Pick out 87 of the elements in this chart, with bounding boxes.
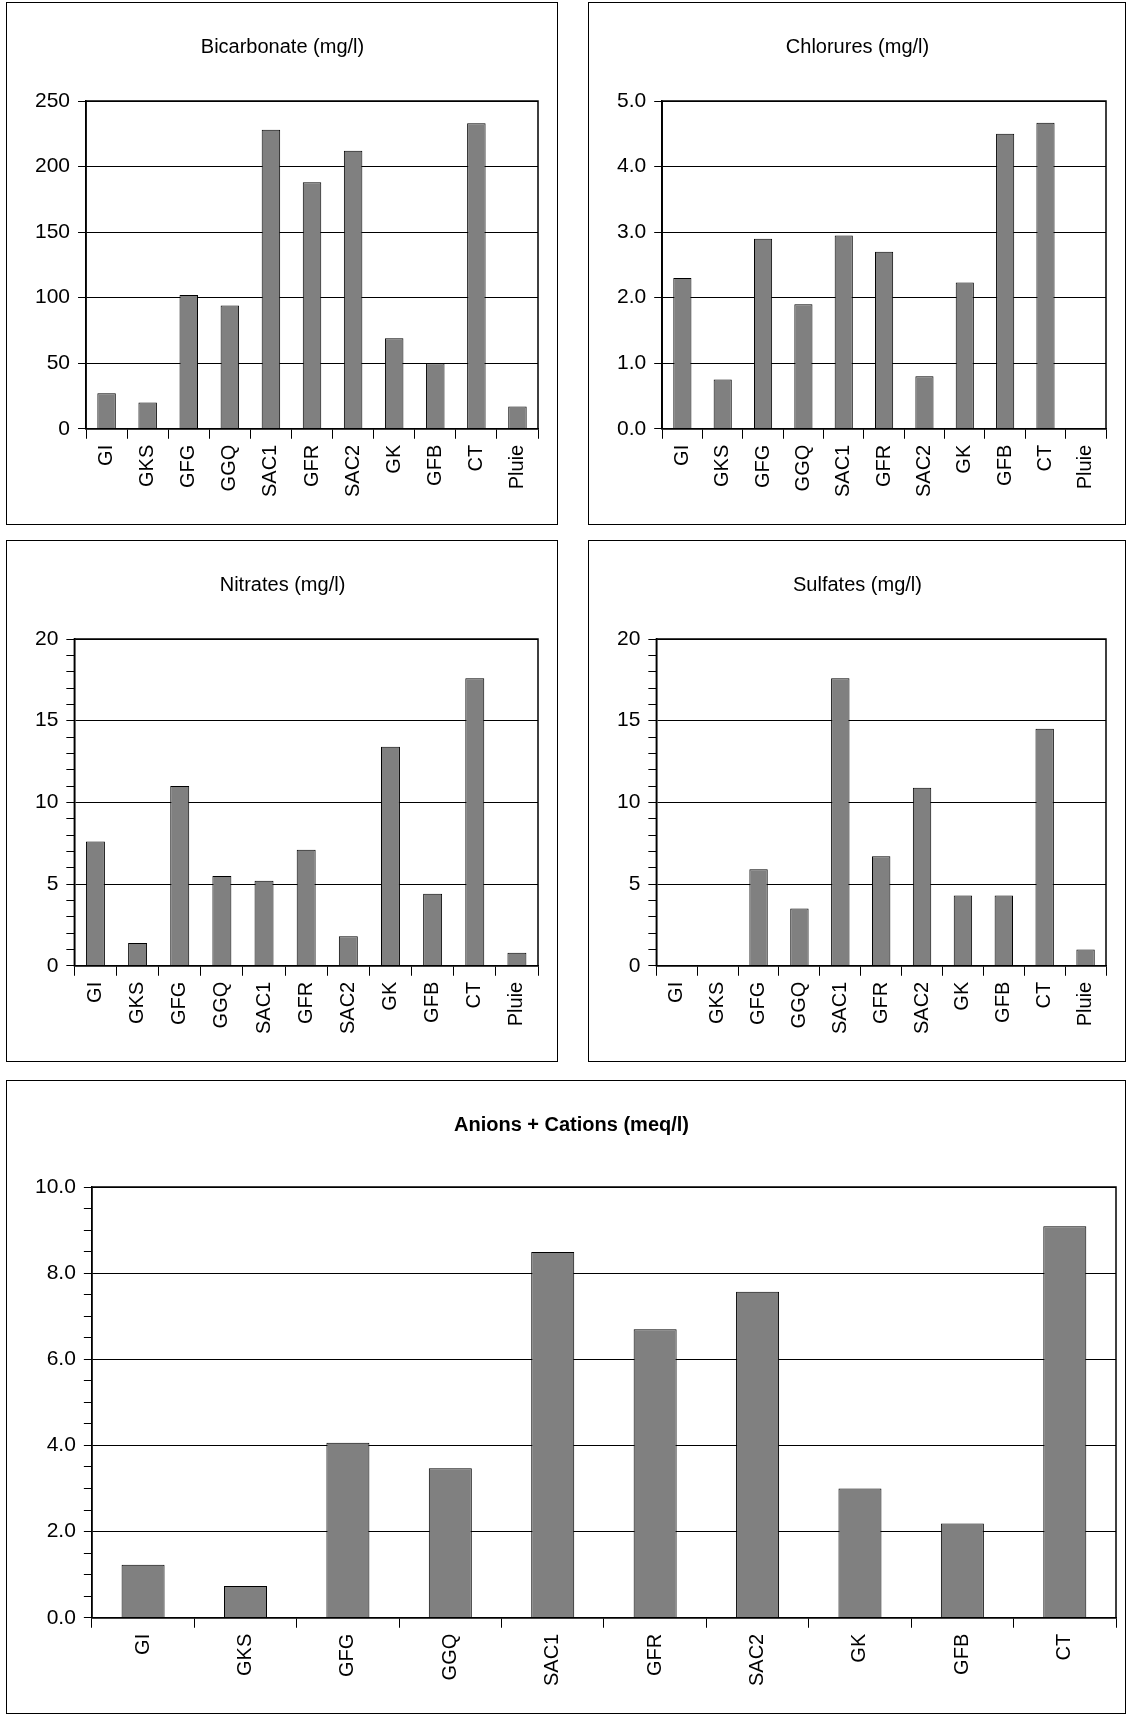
x-tick-label: SAC2 <box>745 1633 768 1686</box>
x-tick-label: CT <box>1033 444 1055 472</box>
x-tick-label: SAC2 <box>340 444 363 497</box>
y-tick-label: 10 <box>35 789 59 813</box>
y-tick-label: 0.0 <box>616 415 647 439</box>
x-tick-label: GKS <box>135 444 158 487</box>
x-tick-label: GFG <box>167 981 190 1026</box>
x-tick-label: GFG <box>176 444 199 489</box>
x-tick-label: GFB <box>949 1633 972 1675</box>
x-tick-label: GFR <box>871 444 894 487</box>
y-tick-label: 0 <box>628 952 641 976</box>
x-tick-label: CT <box>1052 1633 1075 1661</box>
chart-title: Bicarbonate (mg/l) <box>200 34 365 57</box>
y-tick-label: 5 <box>46 870 59 894</box>
x-tick-label: GK <box>381 444 404 474</box>
y-tick-label: 4.0 <box>46 1432 76 1456</box>
y-tick-label: 5.0 <box>616 87 647 111</box>
y-tick-label: 1.0 <box>616 350 647 373</box>
x-tick-label: GFR <box>868 981 891 1024</box>
x-tick-label: Pluie <box>1073 444 1096 490</box>
x-tick-label: GI <box>130 1633 153 1655</box>
x-tick-label: GI <box>82 981 105 1003</box>
x-tick-label: GI <box>669 444 692 466</box>
x-tick-label: GK <box>847 1633 870 1663</box>
y-tick-label: 50 <box>46 350 71 373</box>
x-tick-label: Pluie <box>504 444 527 490</box>
x-tick-label: SAC1 <box>251 981 274 1034</box>
x-tick-label: SAC1 <box>540 1633 563 1686</box>
x-tick-label: GFR <box>293 981 316 1024</box>
x-tick-label: SAC2 <box>335 981 358 1034</box>
x-tick-label: SAC1 <box>831 444 854 497</box>
x-tick-label: SAC2 <box>911 444 934 497</box>
x-tick-label: GKS <box>710 444 733 487</box>
y-tick-label: 10 <box>617 789 641 813</box>
y-tick-label: 0 <box>46 952 59 976</box>
x-tick-label: GFR <box>299 444 322 487</box>
x-tick-label: GKS <box>233 1633 256 1676</box>
x-tick-label: SAC1 <box>258 444 281 497</box>
y-tick-label: 6.0 <box>46 1346 76 1370</box>
chart-title: Anions + Cations (meq/l) <box>453 1112 690 1135</box>
x-tick-label: GI <box>664 981 687 1003</box>
y-tick-label: 2.0 <box>616 284 647 308</box>
y-tick-label: 4.0 <box>616 153 647 177</box>
x-tick-label: GGQ <box>786 981 809 1029</box>
y-tick-label: 100 <box>34 284 71 308</box>
y-tick-label: 20 <box>35 625 59 649</box>
x-tick-label: GKS <box>705 981 728 1024</box>
x-tick-label: GGQ <box>790 444 813 492</box>
x-tick-label: GFB <box>992 444 1015 486</box>
x-tick-label: GK <box>377 981 400 1011</box>
x-tick-label: GFG <box>750 444 773 489</box>
x-tick-label: Pluie <box>1073 981 1096 1027</box>
y-tick-label: 8.0 <box>46 1259 76 1283</box>
y-tick-label: 5 <box>628 870 641 894</box>
x-tick-label: GK <box>952 444 975 474</box>
x-tick-label: GK <box>950 981 973 1011</box>
y-tick-label: 200 <box>34 153 71 177</box>
x-tick-label: GFB <box>420 981 443 1023</box>
y-tick-label: 2.0 <box>46 1518 76 1542</box>
x-tick-label: GFB <box>422 444 445 486</box>
chart-title: Nitrates (mg/l) <box>219 572 346 595</box>
x-tick-label: CT <box>462 981 485 1009</box>
y-tick-label: 15 <box>617 707 641 731</box>
y-tick-label: 3.0 <box>616 218 647 242</box>
y-tick-label: 150 <box>34 218 71 242</box>
chart-title: Chlorures (mg/l) <box>785 34 930 57</box>
x-tick-label: GFG <box>746 981 769 1026</box>
x-tick-label: Pluie <box>504 981 527 1027</box>
x-tick-label: GFR <box>642 1633 665 1676</box>
x-tick-label: CT <box>463 444 486 472</box>
y-tick-label: 10.0 <box>35 1173 76 1197</box>
x-tick-label: GFG <box>335 1633 358 1678</box>
chart-title: Sulfates (mg/l) <box>793 572 922 595</box>
x-tick-label: GKS <box>125 981 148 1024</box>
x-tick-label: SAC2 <box>909 981 932 1034</box>
x-tick-label: GGQ <box>209 981 232 1029</box>
x-tick-label: GGQ <box>217 444 240 492</box>
x-tick-label: GI <box>94 444 117 466</box>
y-tick-label: 250 <box>34 87 71 111</box>
y-tick-label: 0.0 <box>46 1604 76 1628</box>
x-tick-label: GGQ <box>437 1633 460 1681</box>
y-tick-label: 20 <box>617 625 641 649</box>
y-tick-label: 0 <box>58 415 71 439</box>
x-tick-label: SAC1 <box>827 981 850 1034</box>
x-tick-label: GFB <box>991 981 1014 1023</box>
x-tick-label: CT <box>1032 981 1055 1009</box>
y-tick-label: 15 <box>35 707 59 731</box>
